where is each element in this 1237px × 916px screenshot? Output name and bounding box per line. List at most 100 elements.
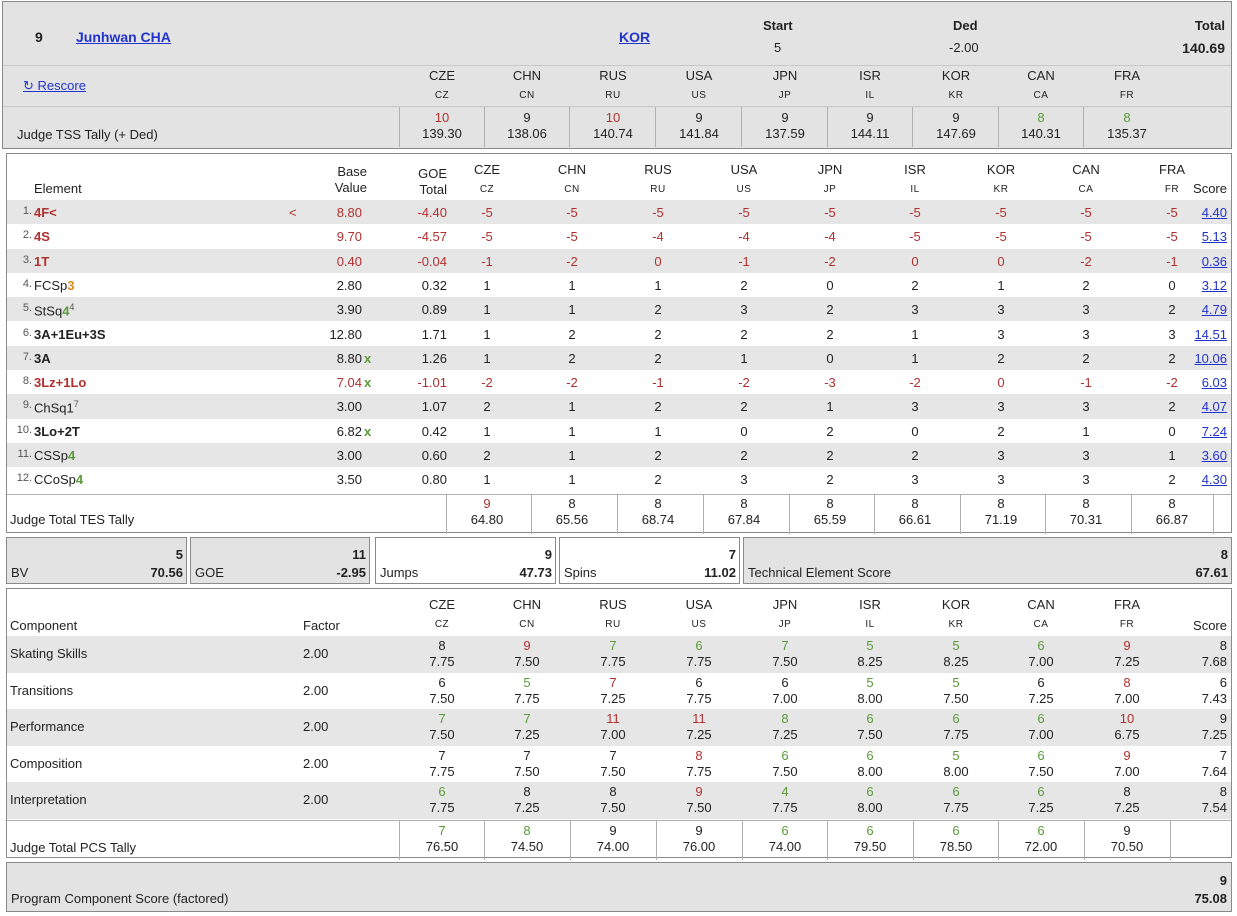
judge-subcode: JP [778,619,792,630]
element-score-link[interactable]: 4.30 [1201,472,1227,488]
judge-code-rus: RUS [599,597,627,612]
judge-goe: 2 [654,326,662,342]
judge-code-jpn: JPN [772,597,798,612]
tss-rank: 9 [781,110,789,125]
element-name: ChSq17 [34,399,79,415]
element-score-link[interactable]: 3.60 [1201,448,1227,463]
pcs-tally-rank: 6 [1037,823,1045,838]
judge-subcode: CN [519,90,535,101]
judge-goe: 3 [1082,399,1090,415]
judge-goe: 1 [654,277,662,293]
tes-tally-value: 70.31 [1069,511,1103,527]
element-number: 7. [22,350,32,363]
tss-divider [484,107,485,147]
judge-goe: 2 [654,448,662,463]
judge-rank: 7 [438,747,446,763]
judge-code-kor: KOR [941,68,971,83]
judge-goe: 1 [483,326,491,342]
pcs-tally-rank: 7 [438,823,446,838]
judge-goe: 1 [740,350,748,366]
judge-goe: 3 [1168,326,1176,342]
judge-code-fra: FRA [1159,162,1185,177]
goe-col-header: GOE [418,166,447,181]
component-row: Interpretation 2.00 6 7.75 8 7.25 8 7.50 9 7.50 4 7… [7,782,1231,819]
judge-goe: -5 [824,205,836,220]
pcs-tally-divider [484,820,485,860]
judge-rank: 8 [1123,674,1131,690]
component-score: 7.68 [1201,654,1227,669]
judge-code-kor: KOR [941,597,971,612]
judge-mark: 7.00 [772,690,798,706]
judge-goe: 2 [911,448,919,463]
skater-name-link[interactable]: Junhwan CHA [76,29,171,45]
judge-goe: 3 [997,448,1005,463]
judge-goe: -2 [1166,375,1178,391]
tss-value: 137.59 [765,126,805,141]
judge-goe: 2 [654,399,662,415]
judge-rank: 6 [781,674,789,690]
element-score-link[interactable]: 0.36 [1201,253,1227,269]
judge-goe: -1 [1080,375,1092,391]
judge-subcode: CA [1033,90,1049,101]
element-code: 3A [34,350,51,366]
judge-code-jpn: JPN [817,162,843,177]
element-score-link[interactable]: 10.06 [1194,350,1227,366]
judge-rank: 6 [866,747,874,763]
tss-value: 140.31 [1021,126,1061,141]
rank: 9 [35,29,43,45]
element-score-link[interactable]: 3.12 [1201,277,1227,293]
tes-tally-divider [874,493,875,534]
base-value: 8.80 [336,350,362,366]
element-code: CCoSp [34,472,76,488]
judge-mark: 7.75 [686,763,712,779]
judge-mark: 7.75 [686,690,712,706]
judge-subcode: FR [1164,184,1180,195]
judge-goe: 0 [826,277,834,293]
judge-code-isr: ISR [859,597,881,612]
component-rank: 9 [1219,711,1227,727]
tss-tally-label: Judge TSS Tally (+ Ded) [17,127,158,142]
rescore-link[interactable]: ↻ Rescore [23,78,86,93]
tss-divider [655,107,656,147]
judge-mark: 7.00 [1114,763,1140,779]
tss-divider [827,107,828,147]
element-score-link[interactable]: 4.07 [1201,399,1227,415]
element-score-link[interactable]: 4.79 [1201,302,1227,318]
judge-goe: 2 [1082,277,1090,293]
element-score-link[interactable]: 6.03 [1201,375,1227,391]
judge-code-kor: KOR [986,162,1016,177]
judge-goe: 1 [568,399,576,415]
judge-goe: -5 [1080,229,1092,245]
base-value: 3.50 [336,472,362,488]
element-score-link[interactable]: 7.24 [1201,423,1227,439]
goe-total: 0.60 [421,448,447,463]
tes-tally-divider [1045,493,1046,534]
element-score-link[interactable]: 4.40 [1201,205,1227,220]
judge-code-fra: FRA [1114,597,1140,612]
goe-total: -4.57 [417,229,447,245]
component-rank: 8 [1219,638,1227,653]
element-number: 6. [22,326,32,339]
judge-rank: 8 [695,747,703,763]
base-value: 7.04 [336,375,362,391]
element-name: CCoSp4 [34,472,83,487]
judge-subcode: US [691,619,707,630]
tss-value: 144.11 [850,126,890,141]
goe-total: 0.89 [421,302,447,318]
judge-mark: 7.25 [686,727,712,743]
judge-rank: 4 [781,784,789,800]
element-score-link[interactable]: 5.13 [1201,229,1227,245]
tes-tally-divider [703,493,704,534]
judge-goe: 0 [740,423,748,439]
judge-mark: 7.25 [772,727,798,743]
nation-link[interactable]: KOR [619,29,651,45]
judge-goe: 1 [911,326,919,342]
element-score-link[interactable]: 14.51 [1194,326,1227,342]
judge-goe: 2 [654,350,662,366]
element-number: 11. [17,448,32,460]
judge-goe: 0 [1168,277,1176,293]
judge-goe: 2 [826,448,834,463]
judge-rank: 6 [1037,638,1045,653]
base-value: 3.90 [336,302,362,318]
judge-subcode: US [736,184,752,195]
